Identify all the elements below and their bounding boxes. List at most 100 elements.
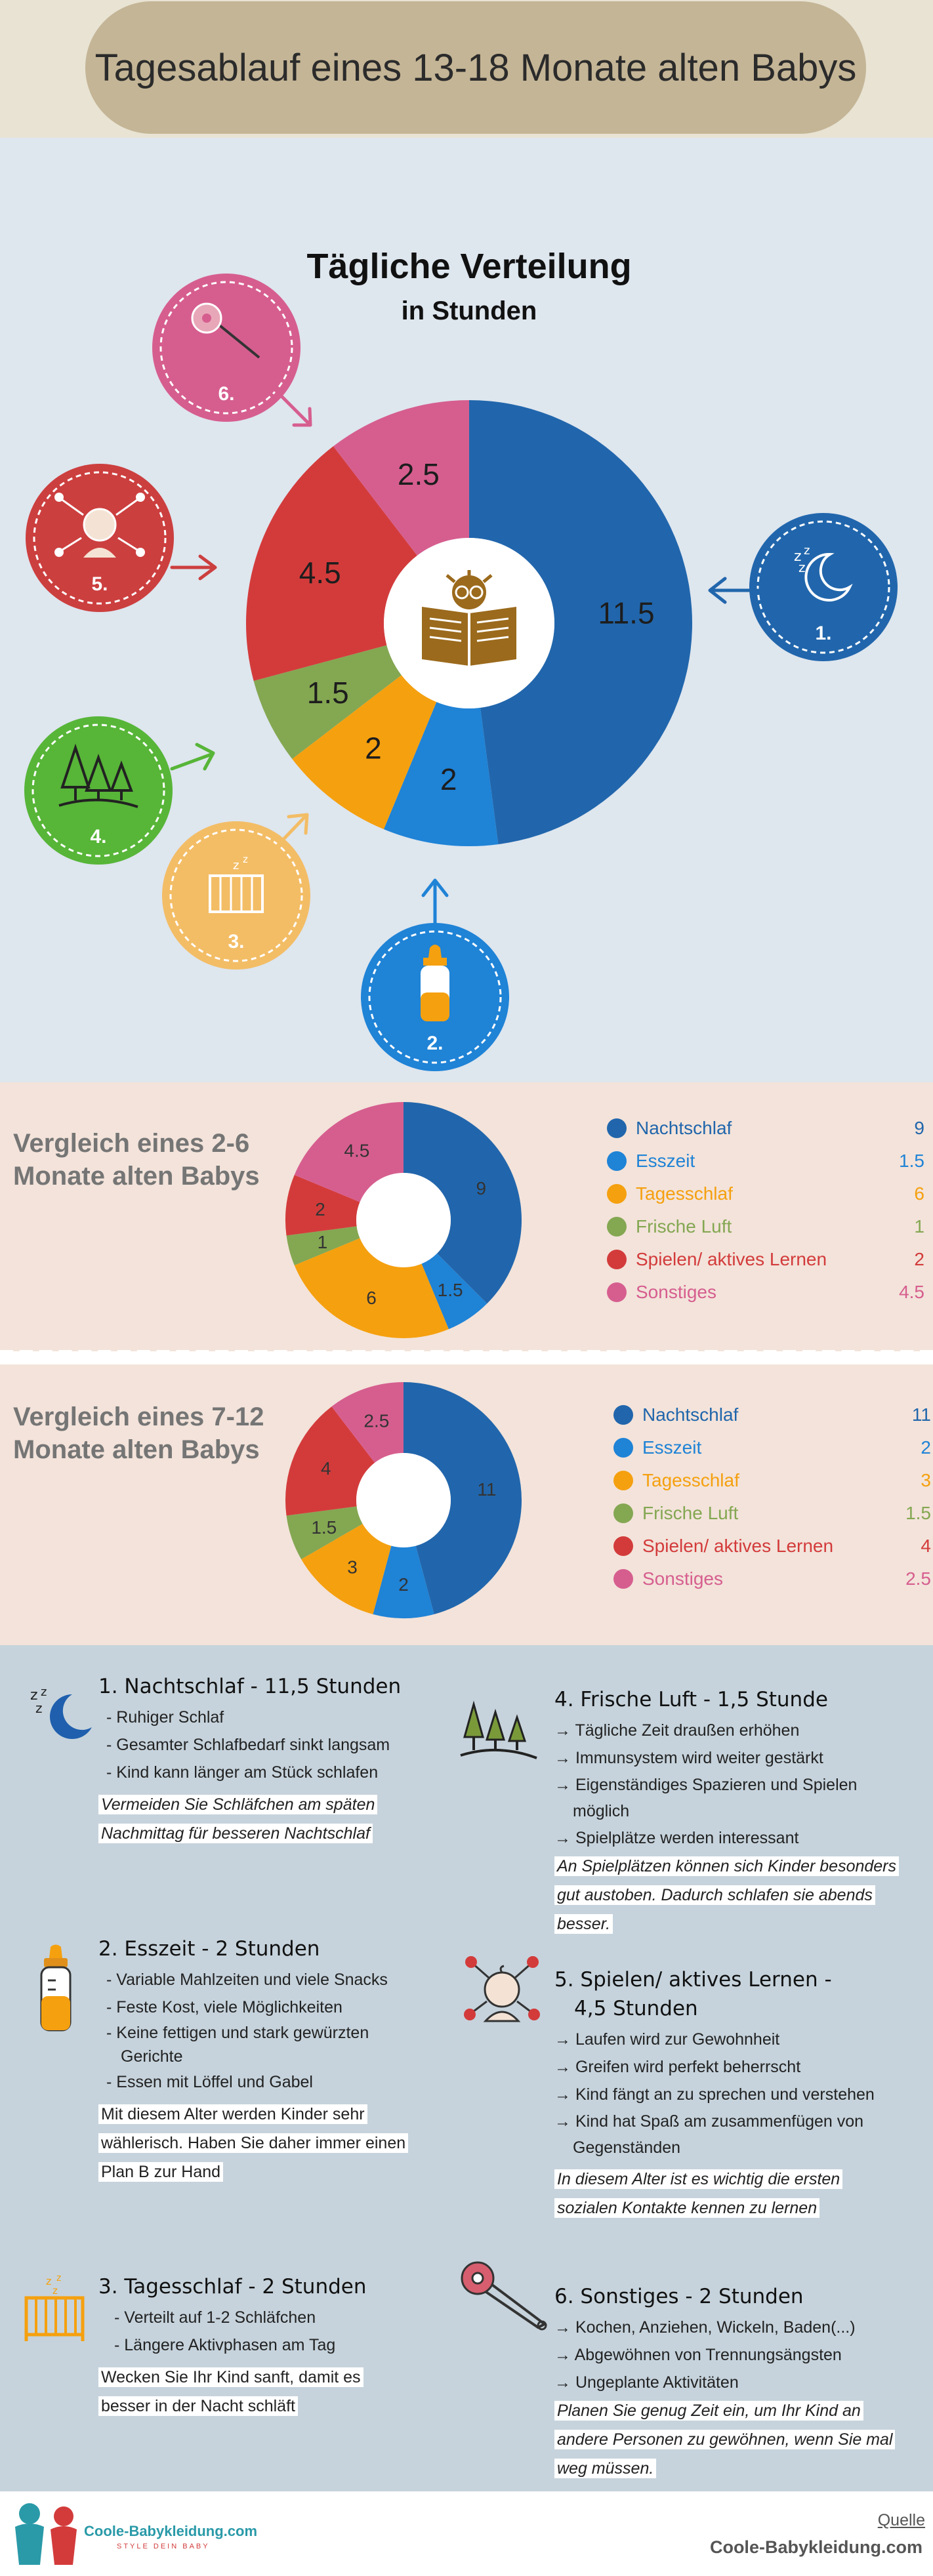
detail-item: Gerichte: [121, 2047, 183, 2066]
svg-text:z: z: [52, 2285, 58, 2297]
donut-slice-esszeit: [421, 1253, 487, 1330]
detail-item: - Variable Mahlzeiten und viele Snacks: [106, 1971, 388, 1989]
detail-note: wählerisch. Haben Sie daher immer einen: [98, 2133, 409, 2153]
legend-value: 3: [921, 1470, 931, 1490]
detail-heading: 1. Nachtschlaf - 11,5 Stunden: [98, 1675, 402, 1698]
legend-label: Tagesschlaf: [642, 1470, 739, 1490]
detail-item: - Feste Kost, viele Möglichkeiten: [106, 1998, 342, 2016]
bottle-icon: 2.: [361, 878, 509, 1071]
legend-value: 2: [921, 1437, 931, 1458]
comparison-donut-chart: 9 1.5 6 1 2 4.5: [285, 1102, 522, 1338]
donut-label-sonstiges: 2.5: [363, 1411, 389, 1431]
comparison-donut-chart: 11 2 3 1.5 4 2.5: [285, 1382, 522, 1618]
comparison-title-line1: Vergleich eines 2-6: [13, 1129, 250, 1158]
donut-label-spielen: 4: [321, 1458, 331, 1479]
donut-slice-sonstiges: [331, 1382, 404, 1463]
legend-value: 1.5: [899, 1151, 924, 1171]
donut-label-spielen: 4.5: [299, 556, 341, 590]
moon-icon: z z z: [30, 1685, 92, 1739]
legend-label: Sonstiges: [642, 1568, 723, 1589]
footer: Coole-Babykleidung.com STYLE DEIN BABY Q…: [0, 2491, 933, 2576]
legend-value: 1: [914, 1216, 924, 1237]
legend-value: 11: [911, 1404, 931, 1425]
reading-child-icon: [422, 570, 516, 666]
detail-item: - Ruhiger Schlaf: [106, 1708, 224, 1727]
detail-tagesschlaf: 3. Tagesschlaf - 2 Stunden - Verteilt au…: [98, 2275, 440, 2421]
legend-label: Esszeit: [642, 1437, 702, 1458]
detail-note: An Spielplätzen können sich Kinder beson…: [554, 1856, 900, 1876]
detail-item: → Greifen wird perfekt beherrscht: [554, 2058, 801, 2076]
donut-slice-frische-luft: [286, 1506, 363, 1559]
icon-number-label: 5.: [91, 573, 108, 595]
detail-note: sozialen Kontakte kennen zu lernen: [554, 2198, 820, 2218]
detail-heading: 3. Tagesschlaf - 2 Stunden: [98, 2275, 367, 2299]
legend-item-tagesschlaf: Tagesschlaf 3: [613, 1464, 931, 1497]
donut-slice-spielen: [285, 1406, 375, 1516]
icon-number-label: 4.: [90, 826, 106, 848]
page-title: Tagesablauf eines 13-18 Monate alten Bab…: [94, 46, 857, 89]
detail-note: Nachmittag für besseren Nachtschlaf: [98, 1824, 373, 1843]
detail-esszeit: 2. Esszeit - 2 Stunden - Variable Mahlze…: [98, 1937, 446, 2186]
detail-heading: 6. Sonstiges - 2 Stunden: [554, 2285, 804, 2308]
details-section: z z z 1. Nachtschlaf - 11,5 Stunden - Ru…: [0, 1645, 933, 2491]
detail-note: Wecken Sie Ihr Kind sanft, damit es: [98, 2367, 363, 2387]
svg-text:z: z: [41, 1685, 47, 1699]
comparison-title-line2: Monate alten Babys: [13, 1162, 260, 1191]
detail-frische-luft: 4. Frische Luft - 1,5 Stunde → Tägliche …: [554, 1688, 922, 1938]
donut-slice-nachtschlaf: [469, 400, 693, 845]
svg-text:z: z: [243, 853, 248, 865]
donut-slice-tagesschlaf: [301, 1524, 392, 1614]
detail-item: - Längere Aktivphasen am Tag: [114, 2336, 336, 2354]
comparison-7-12-months: Vergleich eines 7-12 Monate alten Babys …: [0, 1364, 933, 1645]
legend-item-nachtschlaf: Nachtschlaf 11: [613, 1399, 931, 1431]
legend-item-esszeit: Esszeit 1.5: [607, 1145, 924, 1177]
detail-note: Plan B zur Hand: [98, 2162, 224, 2182]
detail-item: → Laufen wird zur Gewohnheit: [554, 2030, 780, 2049]
donut-label-esszeit: 2: [398, 1574, 409, 1595]
legend-swatch: [607, 1118, 627, 1138]
trees-icon-glyph: [58, 743, 138, 808]
detail-item: - Essen mit Löffel und Gabel: [106, 2073, 313, 2091]
comparison-title-line2: Monate alten Babys: [13, 1435, 260, 1464]
donut-label-sonstiges: 4.5: [344, 1140, 369, 1160]
donut-label-spielen: 2: [315, 1199, 325, 1219]
svg-text:z: z: [804, 544, 810, 558]
detail-heading: 5. Spielen/ aktives Lernen -: [554, 1968, 832, 1992]
legend-swatch: [613, 1569, 633, 1589]
detail-note: Planen Sie genug Zeit ein, um Ihr Kind a…: [554, 2401, 863, 2421]
donut-label-frische-luft: 1.5: [307, 676, 349, 710]
icon-number-label: 1.: [815, 623, 831, 644]
donut-label-nachtschlaf: 11.5: [598, 596, 654, 630]
trees-icon: 4.: [24, 716, 215, 865]
legend-value: 2: [914, 1249, 924, 1269]
detail-item: → Ungeplante Aktivitäten: [554, 2373, 739, 2392]
source-link[interactable]: Quelle: [877, 2511, 925, 2529]
comparison-title-line1: Vergleich eines 7-12: [13, 1402, 264, 1431]
svg-text:z: z: [35, 1700, 43, 1716]
legend-item-nachtschlaf: Nachtschlaf 9: [607, 1112, 924, 1145]
donut-label-sonstiges: 2.5: [398, 457, 440, 491]
svg-text:z: z: [56, 2273, 61, 2283]
icon-number-label: 3.: [228, 931, 244, 952]
donut-slice-nachtschlaf: [404, 1102, 522, 1304]
icon-number-label: 2.: [426, 1032, 443, 1054]
legend-label: Spielen/ aktives Lernen: [636, 1249, 827, 1269]
title-banner: Tagesablauf eines 13-18 Monate alten Bab…: [85, 1, 866, 134]
safety-pin-icon: 6.: [152, 274, 312, 427]
baby-network-icon: [464, 1956, 540, 2022]
detail-note: besser in der Nacht schläft: [98, 2396, 298, 2416]
bottle-icon-glyph: [421, 945, 449, 1021]
donut-slice-tagesschlaf: [294, 1238, 449, 1338]
safety-pin-icon: [461, 2261, 547, 2331]
legend-item-frische-luft: Frische Luft 1.5: [613, 1497, 931, 1530]
legend-label: Nachtschlaf: [636, 1118, 732, 1138]
bottle-icon: [40, 1944, 72, 2032]
detail-note: In diesem Alter ist es wichtig die erste…: [554, 2169, 843, 2189]
legend-value: 1.5: [905, 1503, 931, 1523]
legend-item-tagesschlaf: Tagesschlaf 6: [607, 1177, 924, 1210]
detail-sonstiges: 6. Sonstiges - 2 Stunden → Kochen, Anzie…: [554, 2285, 922, 2483]
donut-slice-esszeit: [373, 1545, 434, 1618]
crib-icon: z z z: [24, 2273, 85, 2341]
crib-icon-glyph: z z: [209, 853, 264, 913]
main-distribution-section: Tägliche Verteilung in Stunden 11.5 2 2 1.5…: [0, 138, 933, 1082]
